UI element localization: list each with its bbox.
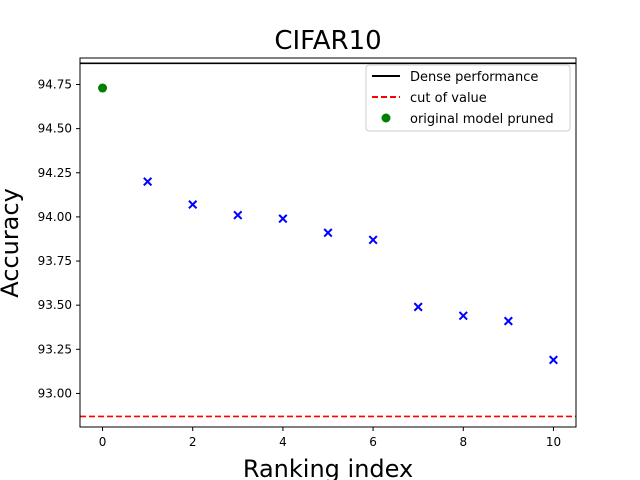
data-point-x xyxy=(458,311,468,321)
y-tick-label: 93.25 xyxy=(38,342,72,356)
y-tick-label: 94.00 xyxy=(38,210,72,224)
data-point-x xyxy=(503,316,513,326)
data-point-x xyxy=(188,200,198,210)
data-point-x xyxy=(413,302,423,312)
x-tick-label: 2 xyxy=(189,435,197,449)
chart-title: CIFAR10 xyxy=(274,26,381,56)
y-axis-label: Accuracy xyxy=(0,188,24,298)
y-tick-label: 93.75 xyxy=(38,254,72,268)
data-point-x xyxy=(278,214,288,224)
data-point-x xyxy=(548,355,558,365)
x-tick-label: 10 xyxy=(546,435,561,449)
data-point-circle xyxy=(98,83,108,93)
legend: Dense performance cut of value original mo… xyxy=(365,64,571,132)
y-tick-label: 94.50 xyxy=(38,122,72,136)
data-point-x xyxy=(143,177,153,187)
x-tick-label: 0 xyxy=(99,435,107,449)
x-tick-label: 6 xyxy=(369,435,377,449)
x-tick-label: 4 xyxy=(279,435,287,449)
y-tick-label: 93.50 xyxy=(38,298,72,312)
y-tick-label: 93.00 xyxy=(38,386,72,400)
legend-handle-circle xyxy=(381,113,391,123)
data-point-x xyxy=(323,228,333,238)
y-tick-label: 94.75 xyxy=(38,77,72,91)
x-axis-label: Ranking index xyxy=(243,455,413,480)
y-tick-label: 94.25 xyxy=(38,166,72,180)
data-point-x xyxy=(368,235,378,245)
legend-label: cut of value xyxy=(410,91,487,106)
legend-box xyxy=(365,64,571,132)
legend-label: original model pruned xyxy=(410,112,554,127)
plot-frame xyxy=(79,57,577,428)
legend-label: Dense performance xyxy=(410,70,538,85)
x-tick-label: 8 xyxy=(459,435,467,449)
data-point-x xyxy=(233,210,243,220)
